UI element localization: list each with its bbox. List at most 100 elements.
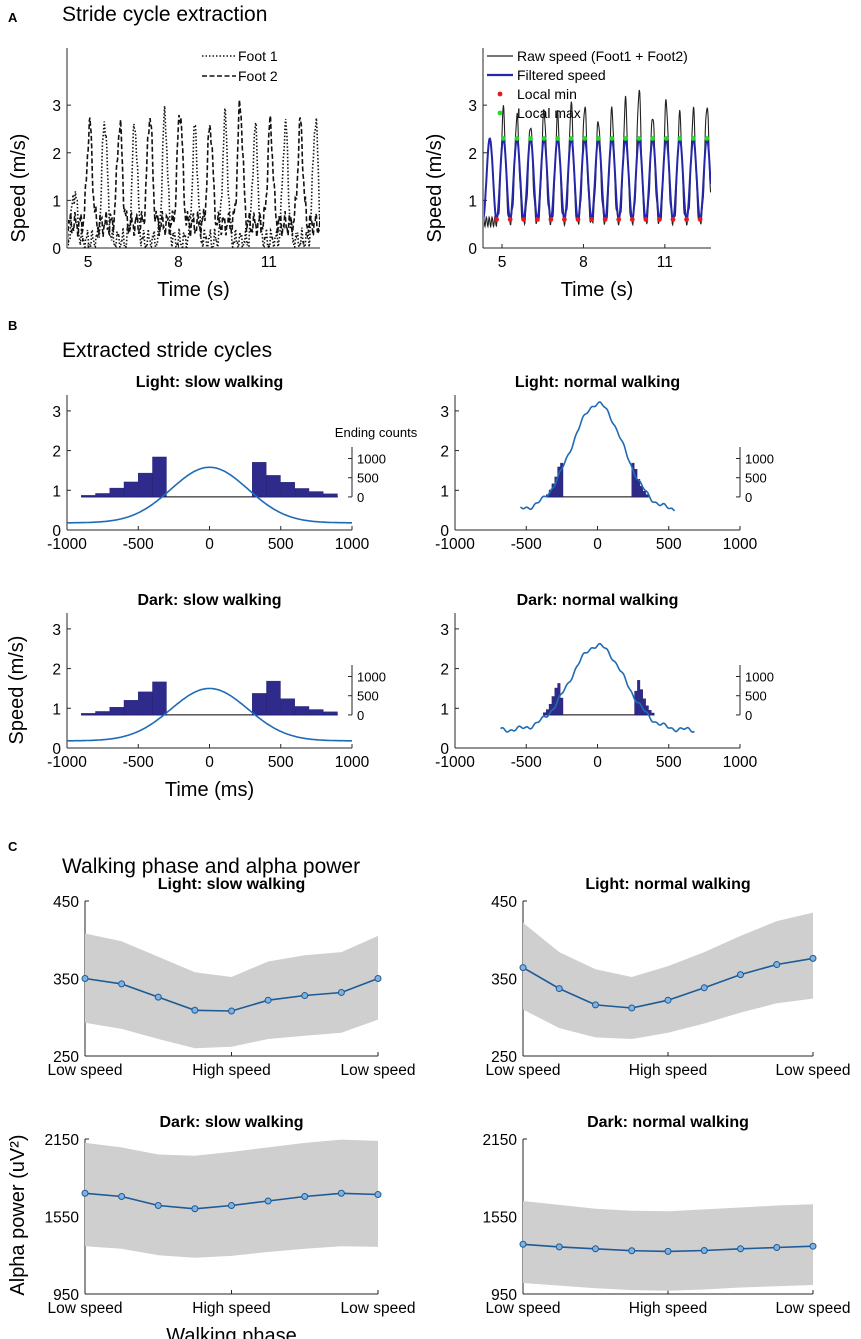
x-tick-label: 1000 bbox=[723, 754, 758, 771]
x-tick-label: Low speed bbox=[48, 1062, 123, 1079]
y-tick-label: 0 bbox=[440, 741, 449, 758]
mean-point bbox=[81, 975, 89, 982]
right-tick-label: 500 bbox=[745, 689, 767, 704]
mean-point bbox=[737, 1245, 744, 1253]
local-max-marker bbox=[704, 136, 710, 141]
x-axis-label: Time (s) bbox=[561, 279, 634, 301]
local-max-marker bbox=[623, 136, 628, 141]
histogram-bar-left bbox=[123, 700, 139, 716]
legend-label: Local max bbox=[517, 105, 581, 121]
mean-point bbox=[664, 1247, 672, 1255]
x-axis-label: Time (ms) bbox=[165, 779, 254, 801]
histogram-bar-right bbox=[642, 698, 646, 716]
x-tick-label: Low speed bbox=[341, 1300, 416, 1317]
chart-plot-area bbox=[484, 89, 711, 229]
y-tick-label: 350 bbox=[53, 972, 79, 989]
local-max-marker bbox=[690, 136, 696, 141]
histogram-bar-left bbox=[81, 495, 96, 498]
local-max-marker bbox=[500, 136, 506, 141]
local-min-marker bbox=[670, 217, 676, 222]
mean-point bbox=[154, 1202, 162, 1210]
right-tick-label: 500 bbox=[357, 471, 379, 486]
histogram-bar-right bbox=[631, 462, 635, 498]
histogram-bar-right bbox=[323, 493, 338, 498]
y-tick-label: 2 bbox=[440, 444, 449, 461]
mean-point bbox=[773, 961, 781, 969]
mean-point bbox=[337, 988, 345, 996]
mean-point bbox=[700, 984, 708, 992]
chart-c_light_slow: 250 350 450 Low speed High speed Low speed Lig… bbox=[48, 876, 416, 1079]
local-min-marker bbox=[616, 217, 622, 222]
y-tick-label: 2 bbox=[52, 662, 61, 679]
mean-point bbox=[773, 1244, 781, 1251]
y-tick-label: 950 bbox=[491, 1287, 517, 1304]
legend-label: Raw speed (Foot1 + Foot2) bbox=[517, 48, 688, 64]
y-tick-label: 3 bbox=[52, 404, 61, 421]
local-max-marker bbox=[541, 136, 547, 141]
speed-curve bbox=[67, 466, 352, 524]
panel-b-title: Extracted stride cycles bbox=[62, 339, 272, 362]
mean-point bbox=[664, 996, 672, 1004]
local-min-marker bbox=[548, 217, 554, 222]
x-tick-label: -1000 bbox=[435, 754, 475, 771]
confidence-band bbox=[523, 912, 813, 1039]
panel-a-title: Stride cycle extraction bbox=[62, 3, 267, 26]
mean-point bbox=[519, 964, 527, 972]
x-tick-label: -1000 bbox=[47, 754, 87, 771]
mean-point bbox=[337, 1189, 345, 1197]
mean-point bbox=[374, 975, 382, 982]
chart-title: Light: normal walking bbox=[515, 374, 680, 391]
local-min-marker bbox=[562, 217, 567, 222]
y-tick-label: 1 bbox=[440, 701, 449, 718]
x-tick-label: -1000 bbox=[47, 536, 87, 553]
speed-curve bbox=[520, 401, 676, 512]
histogram-bar-right bbox=[294, 488, 310, 498]
chart-a_right: 0 1 2 3 5 8 11 Time (s) Speed (m/s) Raw speed (Fo… bbox=[424, 48, 711, 301]
chart-title: Light: normal walking bbox=[585, 876, 750, 893]
histogram-bar-left bbox=[551, 696, 555, 716]
mean-point bbox=[555, 1243, 563, 1251]
x-tick-label: 8 bbox=[579, 254, 588, 271]
x-tick-label: -500 bbox=[123, 754, 154, 771]
confidence-band bbox=[85, 933, 378, 1049]
y-tick-label: 1 bbox=[52, 701, 61, 718]
histogram-bar-left bbox=[560, 697, 564, 716]
histogram-bar-right bbox=[640, 689, 643, 716]
mean-point bbox=[118, 980, 126, 988]
local-max-marker bbox=[677, 136, 683, 141]
chart-a_left: 0 1 2 3 5 8 11 Time (s) Speed (m/s) Foot 1 Foot 2 bbox=[8, 48, 320, 301]
mean-point bbox=[700, 1246, 708, 1254]
histogram-bar-right bbox=[280, 698, 295, 716]
x-tick-label: -500 bbox=[123, 536, 154, 553]
local-min-marker bbox=[602, 217, 608, 222]
local-min-marker bbox=[629, 217, 635, 222]
y-tick-label: 1550 bbox=[45, 1210, 80, 1227]
y-axis-label: Alpha power (uV²) bbox=[7, 1134, 29, 1295]
right-tick-label: 0 bbox=[745, 490, 752, 505]
x-tick-label: -500 bbox=[511, 754, 542, 771]
right-axis-label: Ending counts bbox=[335, 425, 418, 440]
series-line-foot-2 bbox=[68, 99, 320, 238]
local-min-marker bbox=[521, 217, 527, 222]
x-tick-label: 0 bbox=[593, 536, 602, 553]
chart-title: Dark: normal walking bbox=[587, 1114, 749, 1131]
y-tick-label: 2 bbox=[440, 662, 449, 679]
right-tick-label: 1000 bbox=[745, 670, 774, 685]
x-tick-label: 0 bbox=[205, 536, 214, 553]
panel-a-label: A bbox=[8, 10, 18, 25]
histogram-bar-left bbox=[109, 707, 124, 716]
x-tick-label: 11 bbox=[261, 254, 277, 271]
chart-title: Light: slow walking bbox=[136, 374, 284, 391]
histogram-bar-right bbox=[280, 482, 295, 498]
local-min-marker bbox=[643, 217, 649, 222]
histogram-bar-left bbox=[152, 681, 167, 716]
histogram-bar-right bbox=[252, 462, 267, 498]
mean-point bbox=[191, 1205, 199, 1213]
y-tick-label: 350 bbox=[491, 972, 517, 989]
chart-title: Dark: slow walking bbox=[137, 592, 281, 609]
local-min-marker bbox=[507, 217, 513, 222]
right-tick-label: 0 bbox=[357, 490, 364, 505]
local-min-marker bbox=[534, 217, 540, 222]
